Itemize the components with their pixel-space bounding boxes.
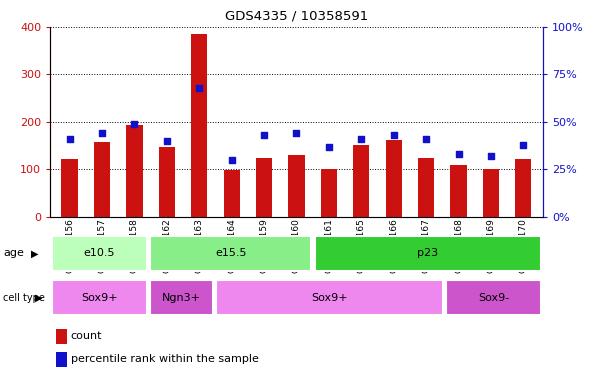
Bar — [450, 165, 467, 217]
Text: age: age — [3, 248, 24, 258]
Bar — [446, 280, 541, 315]
Bar — [515, 159, 532, 217]
Bar — [191, 34, 207, 217]
Point — [486, 153, 496, 159]
Bar — [216, 280, 442, 315]
Text: e10.5: e10.5 — [84, 248, 115, 258]
Text: Sox9-: Sox9- — [478, 293, 509, 303]
Point — [389, 132, 398, 138]
Bar — [94, 142, 110, 217]
Text: count: count — [71, 331, 102, 341]
Bar — [224, 170, 240, 217]
Text: p23: p23 — [417, 248, 438, 258]
Point — [195, 84, 204, 91]
Text: e15.5: e15.5 — [215, 248, 247, 258]
Point — [519, 142, 528, 148]
Point — [292, 130, 301, 136]
Bar — [52, 280, 147, 315]
Bar — [126, 125, 143, 217]
Point — [65, 136, 74, 142]
Bar — [150, 236, 312, 271]
Point — [324, 144, 333, 150]
Text: Ngn3+: Ngn3+ — [162, 293, 201, 303]
Bar — [150, 280, 213, 315]
Bar — [159, 147, 175, 217]
Point — [97, 130, 107, 136]
Bar — [61, 159, 78, 217]
Bar — [418, 158, 434, 217]
Bar — [353, 145, 369, 217]
Point — [130, 121, 139, 127]
Point — [421, 136, 431, 142]
Bar — [289, 155, 304, 217]
Text: Sox9+: Sox9+ — [81, 293, 118, 303]
Bar — [321, 169, 337, 217]
Point — [454, 151, 463, 157]
Bar — [52, 236, 147, 271]
Point — [260, 132, 269, 138]
Text: Sox9+: Sox9+ — [311, 293, 348, 303]
Text: cell type: cell type — [3, 293, 45, 303]
Point — [356, 136, 366, 142]
Bar — [314, 236, 541, 271]
Text: ▶: ▶ — [31, 248, 38, 258]
Bar — [256, 158, 272, 217]
Text: ▶: ▶ — [35, 293, 43, 303]
Bar — [386, 140, 402, 217]
Point — [227, 157, 237, 163]
Title: GDS4335 / 10358591: GDS4335 / 10358591 — [225, 10, 368, 23]
Bar — [483, 169, 499, 217]
Point — [162, 138, 172, 144]
Text: percentile rank within the sample: percentile rank within the sample — [71, 354, 258, 364]
